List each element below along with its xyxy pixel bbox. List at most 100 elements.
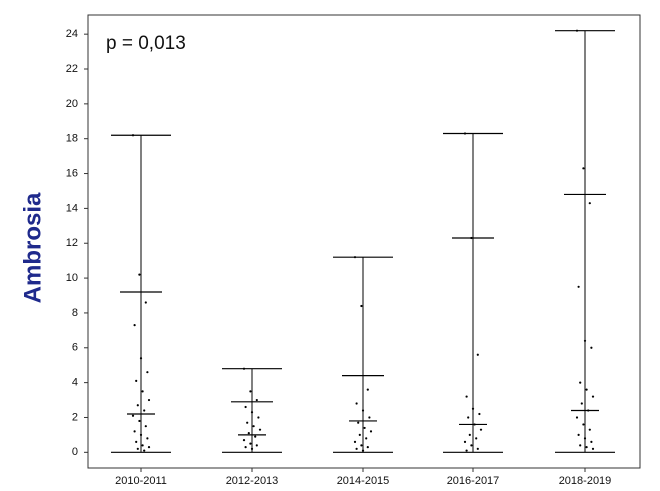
data-point <box>249 442 252 445</box>
data-point <box>577 433 580 436</box>
data-point <box>366 388 369 391</box>
data-point <box>368 416 371 419</box>
data-point <box>254 435 257 438</box>
data-point <box>470 444 473 447</box>
data-point <box>583 339 587 342</box>
data-point <box>257 416 260 419</box>
data-point <box>590 440 593 443</box>
data-point <box>136 404 139 407</box>
data-point <box>353 440 357 443</box>
data-point <box>369 430 373 433</box>
data-point <box>473 423 476 426</box>
x-tick-label: 2010-2011 <box>115 475 167 487</box>
data-point <box>131 134 135 137</box>
y-tick-label: 6 <box>72 342 78 354</box>
data-point <box>147 445 151 449</box>
data-point <box>591 395 595 398</box>
x-tick-label: 2016-2017 <box>447 475 500 487</box>
data-point <box>575 29 579 32</box>
data-point <box>242 439 246 442</box>
y-axis-label: Ambrosia <box>19 192 46 303</box>
data-point <box>476 353 479 356</box>
data-point <box>250 447 254 450</box>
data-point <box>139 357 143 360</box>
data-point <box>358 433 361 436</box>
data-point <box>577 285 580 288</box>
data-point <box>363 426 366 430</box>
y-tick-label: 0 <box>72 446 78 458</box>
data-point <box>244 445 247 449</box>
data-point <box>144 301 147 304</box>
data-point <box>258 428 262 431</box>
data-point <box>361 409 365 412</box>
data-point <box>250 411 254 414</box>
data-point <box>357 421 360 424</box>
data-point <box>361 449 365 452</box>
annotation: p = 0,013 <box>106 33 186 54</box>
data-point <box>146 437 149 440</box>
data-point <box>575 416 579 419</box>
data-point <box>366 445 369 449</box>
data-point <box>478 412 481 416</box>
data-point <box>143 449 146 452</box>
data-point <box>465 395 468 398</box>
y-tick-label: 18 <box>66 133 78 145</box>
data-point <box>138 273 141 276</box>
data-point <box>141 444 144 447</box>
data-point <box>255 398 258 402</box>
data-point <box>590 346 593 349</box>
data-point <box>255 444 258 447</box>
plot-frame <box>87 14 641 469</box>
data-point <box>247 432 250 435</box>
data-point <box>138 419 141 423</box>
x-tick-label: 2018-2019 <box>559 475 612 487</box>
y-tick-label: 2 <box>72 411 78 423</box>
data-point <box>139 433 143 436</box>
data-point <box>585 445 588 449</box>
data-point <box>143 409 146 412</box>
data-point <box>144 425 147 428</box>
data-point <box>135 379 138 382</box>
x-tick-label: 2012-2013 <box>226 475 279 487</box>
data-point <box>463 440 467 443</box>
y-tick-label: 20 <box>66 98 78 110</box>
y-tick-label: 4 <box>72 377 78 389</box>
data-point <box>146 371 149 374</box>
data-point <box>470 236 473 240</box>
y-tick-label: 22 <box>66 63 78 75</box>
data-point <box>360 444 363 447</box>
data-point <box>583 437 587 440</box>
data-point <box>246 421 249 424</box>
data-point <box>133 324 136 327</box>
data-point <box>463 132 467 135</box>
data-point <box>471 407 475 410</box>
x-tick-label: 2014-2015 <box>337 475 390 487</box>
data-point <box>141 390 144 393</box>
data-point <box>468 433 471 436</box>
data-point <box>588 202 591 205</box>
data-point <box>580 402 583 405</box>
data-point <box>249 390 252 393</box>
y-tick-label: 12 <box>66 237 78 249</box>
data-point <box>582 167 585 170</box>
data-point <box>355 402 358 405</box>
y-tick-label: 14 <box>66 202 78 214</box>
data-point <box>587 409 590 412</box>
data-point <box>579 444 582 447</box>
data-point <box>588 428 591 431</box>
data-point <box>131 414 135 417</box>
y-tick-label: 24 <box>66 28 78 40</box>
y-tick-label: 10 <box>66 272 78 284</box>
data-point <box>360 304 363 308</box>
data-point <box>135 440 138 443</box>
data-point <box>355 447 358 450</box>
data-point <box>591 447 595 450</box>
data-point <box>244 405 247 409</box>
y-tick-label: 16 <box>66 167 78 179</box>
data-point <box>147 398 151 402</box>
y-tick-label: 8 <box>72 307 78 319</box>
data-point <box>475 437 478 440</box>
data-point <box>136 447 139 450</box>
data-point <box>242 367 246 370</box>
